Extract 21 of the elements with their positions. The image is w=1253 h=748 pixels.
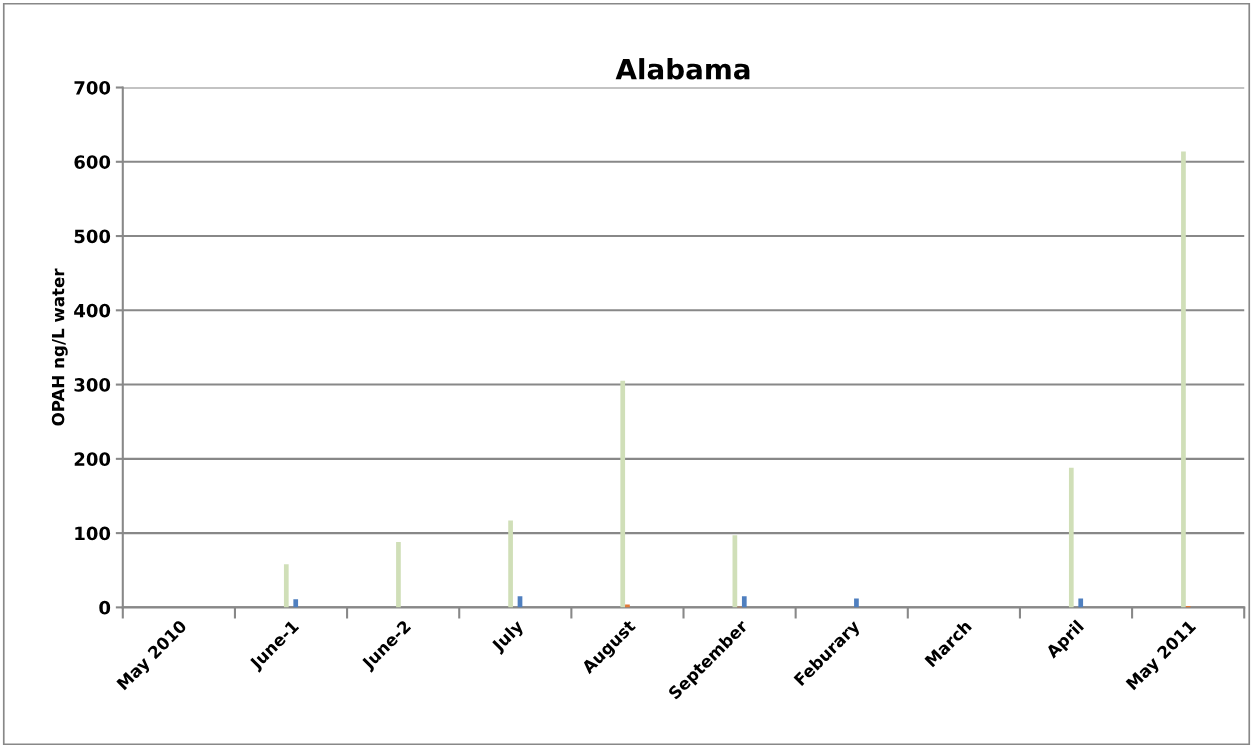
y-tick-label: 600	[74, 155, 111, 169]
bar	[854, 598, 859, 608]
bar	[1181, 151, 1186, 608]
bar	[741, 596, 747, 608]
y-tick-label: 500	[74, 229, 111, 244]
y-tick-label: 100	[75, 526, 111, 541]
bar	[396, 542, 401, 608]
bar	[625, 604, 630, 608]
y-axis-title: OPAH ng/L water	[51, 268, 68, 426]
bar	[293, 599, 299, 608]
bar	[1078, 598, 1084, 608]
bar	[620, 380, 626, 608]
y-tick-label: 0	[99, 600, 111, 615]
y-tick-label: 400	[74, 303, 111, 318]
y-tick-label: 300	[74, 378, 111, 392]
y-tick-label: 700	[74, 80, 111, 95]
bar	[283, 564, 289, 608]
chart-title: Alabama	[615, 58, 750, 80]
bar	[1068, 467, 1074, 608]
bar	[508, 520, 513, 608]
y-tick-label: 200	[74, 452, 111, 466]
